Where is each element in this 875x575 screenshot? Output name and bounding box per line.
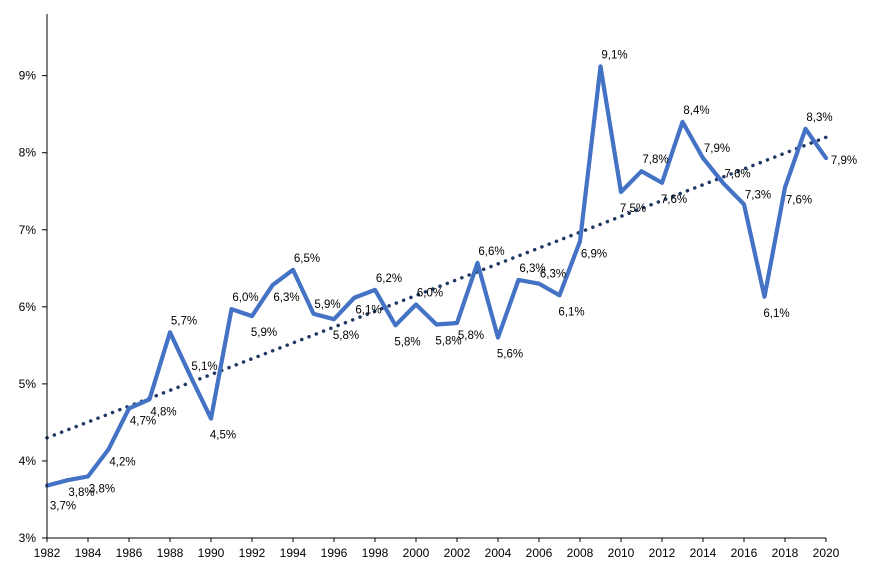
x-tick-label: 2016 xyxy=(731,546,758,560)
y-tick-label: 7% xyxy=(19,223,37,237)
series-layer xyxy=(44,64,829,488)
y-ticks: 3% 4% 5% 6% 7% 8% 9% xyxy=(19,69,47,545)
data-label: 7,5% xyxy=(620,203,646,215)
data-label: 7,9% xyxy=(704,143,730,155)
data-labels: 3,7% 3,8%3,8% 4,2% 4,7%4,8% 5,7% 5,1% 4,5% 6,0%… xyxy=(50,49,857,512)
data-label: 6,0% xyxy=(232,292,258,304)
data-label: 6,1% xyxy=(355,305,381,317)
x-tick-label: 2008 xyxy=(567,546,594,560)
data-label: 6,3% xyxy=(273,292,299,304)
data-label: 7,6% xyxy=(786,194,812,206)
data-label: 6,5% xyxy=(294,253,320,265)
x-tick-label: 1982 xyxy=(34,546,61,560)
x-ticks: 1982 1984 1986 1988 1990 1992 1994 1996 1998 2000… xyxy=(34,538,840,560)
data-label: 6,1% xyxy=(558,306,584,318)
data-label: 8,4% xyxy=(683,105,709,117)
data-label: 6,3% xyxy=(540,269,566,281)
data-label: 6,9% xyxy=(581,248,607,260)
x-tick-label: 1986 xyxy=(116,546,143,560)
y-tick-label: 6% xyxy=(19,300,37,314)
x-tick-label: 1996 xyxy=(321,546,348,560)
x-tick-label: 2020 xyxy=(813,546,840,560)
data-label: 5,9% xyxy=(251,327,277,339)
data-label: 6,2% xyxy=(376,273,402,285)
data-label: 7,6% xyxy=(724,169,750,181)
data-label: 6,3% xyxy=(519,263,545,275)
data-label: 5,8% xyxy=(333,330,359,342)
data-label: 5,6% xyxy=(497,349,523,361)
data-label: 3,8% xyxy=(68,487,94,499)
data-label: 5,7% xyxy=(171,315,197,327)
data-label: 9,1% xyxy=(601,49,627,61)
x-tick-label: 1984 xyxy=(75,546,102,560)
x-tick-label: 1998 xyxy=(362,546,389,560)
x-tick-label: 1992 xyxy=(239,546,266,560)
trendline xyxy=(45,135,828,440)
x-tick-label: 1988 xyxy=(157,546,184,560)
trendline-layer xyxy=(45,135,828,440)
axes xyxy=(46,14,826,539)
x-tick-label: 2006 xyxy=(526,546,553,560)
y-tick-label: 5% xyxy=(19,377,37,391)
y-tick-label: 8% xyxy=(19,146,37,160)
data-label: 4,8% xyxy=(150,406,176,418)
data-label: 5,8% xyxy=(394,336,420,348)
data-label: 5,9% xyxy=(314,299,340,311)
data-label: 3,8% xyxy=(89,483,115,495)
data-label: 4,2% xyxy=(109,456,135,468)
x-tick-label: 1990 xyxy=(198,546,225,560)
data-label: 3,7% xyxy=(50,501,76,513)
x-tick-label: 1994 xyxy=(280,546,307,560)
data-label: 5,8% xyxy=(458,330,484,342)
data-label: 6,1% xyxy=(763,308,789,320)
x-tick-label: 2004 xyxy=(485,546,512,560)
data-label: 6,6% xyxy=(478,246,504,258)
series-line xyxy=(44,64,829,488)
x-tick-label: 2000 xyxy=(403,546,430,560)
data-label: 7,8% xyxy=(642,154,668,166)
data-label: 4,5% xyxy=(210,430,236,442)
x-tick-label: 2002 xyxy=(444,546,471,560)
x-tick-label: 2014 xyxy=(690,546,717,560)
y-tick-label: 9% xyxy=(19,69,37,83)
data-label: 7,6% xyxy=(661,194,687,206)
y-tick-label: 4% xyxy=(19,454,37,468)
data-label: 6,0% xyxy=(417,288,443,300)
x-tick-label: 2010 xyxy=(608,546,635,560)
x-tick-label: 2018 xyxy=(772,546,799,560)
data-label: 7,3% xyxy=(745,189,771,201)
x-tick-label: 2012 xyxy=(649,546,676,560)
data-label: 5,8% xyxy=(435,336,461,348)
data-label: 5,1% xyxy=(191,361,217,373)
data-label: 4,7% xyxy=(130,416,156,428)
y-tick-label: 3% xyxy=(19,531,37,545)
data-label: 7,9% xyxy=(831,155,857,167)
data-label: 8,3% xyxy=(806,112,832,124)
